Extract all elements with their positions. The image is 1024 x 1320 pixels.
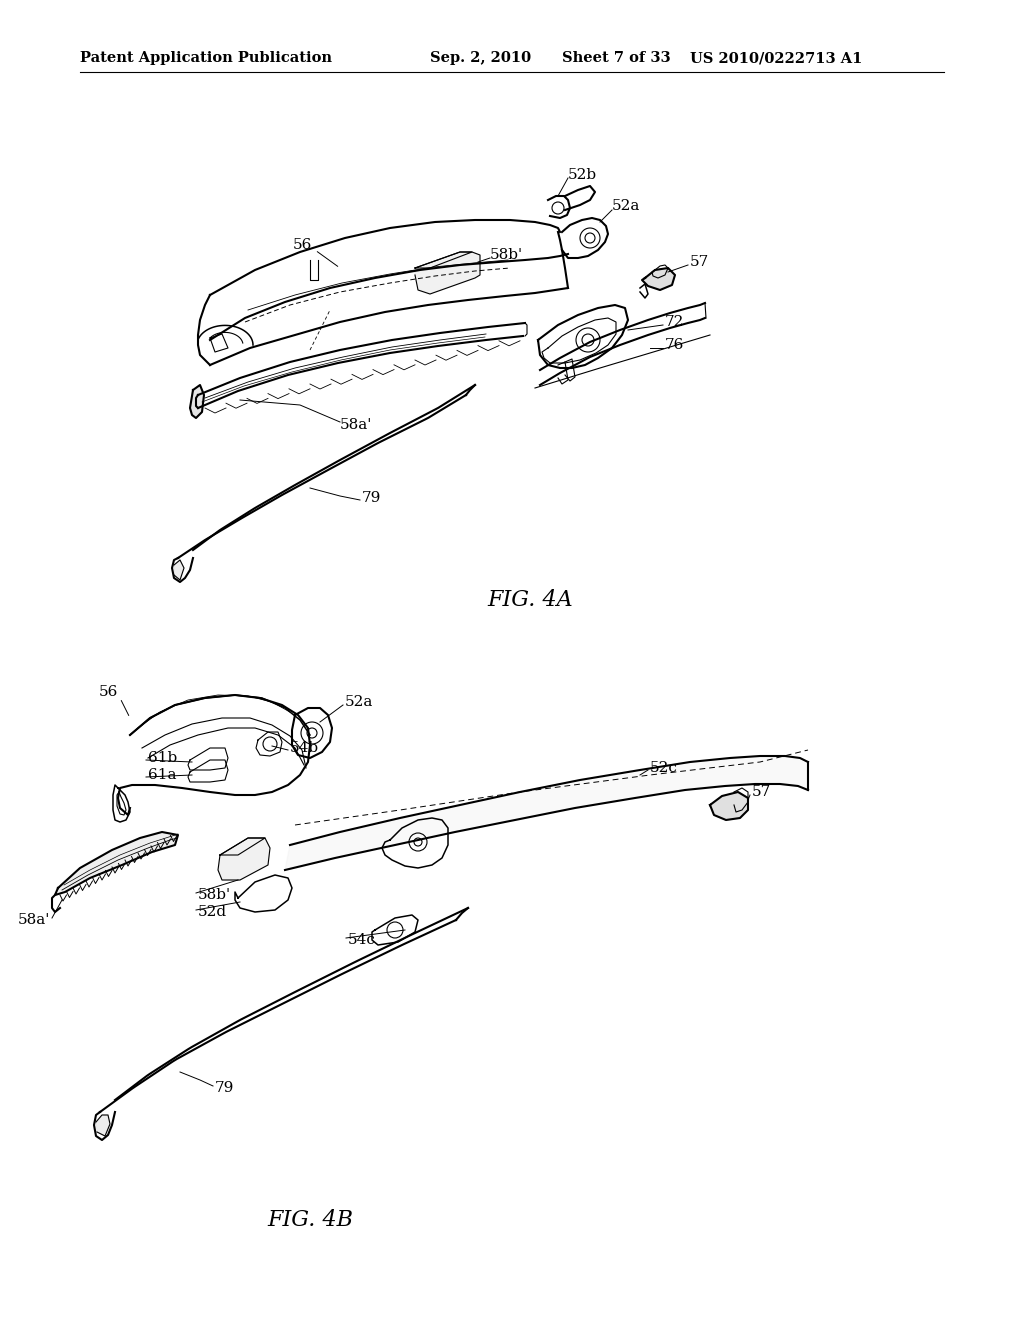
Polygon shape bbox=[218, 838, 270, 880]
Polygon shape bbox=[55, 832, 178, 895]
Text: 52a: 52a bbox=[612, 199, 640, 213]
Text: 79: 79 bbox=[215, 1081, 234, 1096]
Text: 57: 57 bbox=[752, 785, 771, 799]
Polygon shape bbox=[96, 1115, 110, 1137]
Polygon shape bbox=[190, 385, 204, 418]
Text: 76: 76 bbox=[665, 338, 684, 352]
Polygon shape bbox=[415, 252, 480, 294]
Text: 58a': 58a' bbox=[17, 913, 50, 927]
Text: FIG. 4A: FIG. 4A bbox=[487, 589, 572, 611]
Text: 52c: 52c bbox=[650, 762, 678, 775]
Text: 52d: 52d bbox=[198, 906, 227, 919]
Text: 54c: 54c bbox=[348, 933, 376, 946]
Text: 52b: 52b bbox=[568, 168, 597, 182]
Text: 58b': 58b' bbox=[198, 888, 231, 902]
Text: 58a': 58a' bbox=[340, 418, 373, 432]
Text: 79: 79 bbox=[362, 491, 381, 506]
Text: 61a: 61a bbox=[148, 768, 176, 781]
Polygon shape bbox=[285, 756, 808, 870]
Text: 54b: 54b bbox=[290, 741, 319, 755]
Text: 56: 56 bbox=[98, 685, 118, 700]
Polygon shape bbox=[710, 792, 748, 820]
Text: Patent Application Publication: Patent Application Publication bbox=[80, 51, 332, 65]
Text: 56: 56 bbox=[292, 238, 311, 252]
Text: 52a: 52a bbox=[345, 696, 374, 709]
Text: FIG. 4B: FIG. 4B bbox=[267, 1209, 353, 1232]
Text: 57: 57 bbox=[690, 255, 710, 269]
Text: Sheet 7 of 33: Sheet 7 of 33 bbox=[562, 51, 671, 65]
Polygon shape bbox=[642, 268, 675, 290]
Text: US 2010/0222713 A1: US 2010/0222713 A1 bbox=[690, 51, 862, 65]
Polygon shape bbox=[174, 560, 184, 579]
Text: 58b': 58b' bbox=[490, 248, 523, 261]
Text: 72: 72 bbox=[665, 315, 684, 329]
Text: 61b: 61b bbox=[148, 751, 177, 766]
Text: Sep. 2, 2010: Sep. 2, 2010 bbox=[430, 51, 531, 65]
